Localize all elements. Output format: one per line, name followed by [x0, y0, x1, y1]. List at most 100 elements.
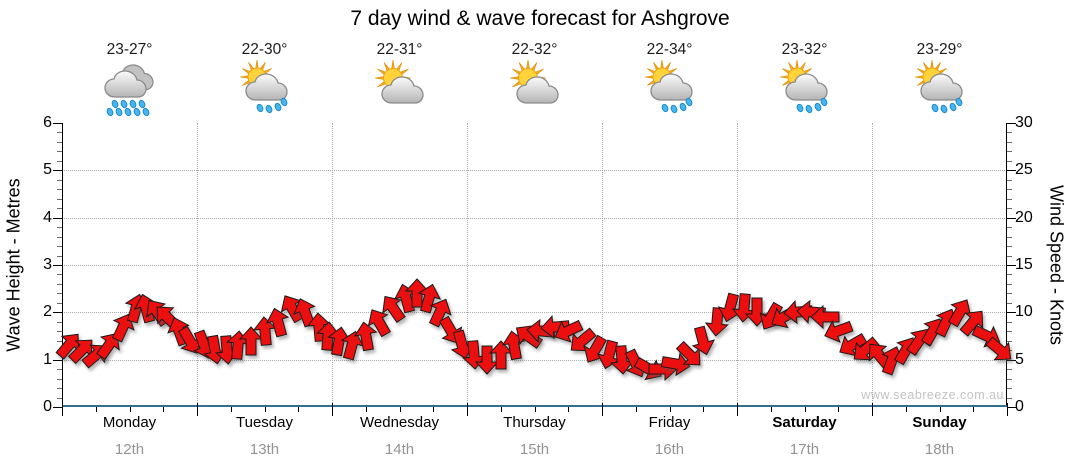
- right-axis-minor-tick: [1007, 189, 1012, 191]
- raindrop: [265, 104, 272, 114]
- right-axis-minor-tick: [1007, 255, 1012, 257]
- left-axis-tick-label: 4: [43, 208, 52, 226]
- left-axis-line: [62, 123, 63, 407]
- weather-icon-slot: [773, 59, 837, 118]
- left-axis-minor-tick: [57, 132, 62, 134]
- left-axis-minor-tick: [57, 179, 62, 181]
- date-label: 14th: [384, 441, 415, 458]
- wind-direction-arrow: [554, 320, 584, 343]
- right-axis-major-tick: [1007, 407, 1016, 408]
- left-axis-minor-tick: [57, 331, 62, 333]
- v-gridline-day-boundary: [332, 123, 333, 407]
- left-axis-minor-tick: [57, 255, 62, 257]
- v-gridline-day-boundary: [737, 123, 738, 407]
- raindrop: [138, 99, 145, 109]
- h-gridline: [62, 170, 1007, 172]
- chart-title: 7 day wind & wave forecast for Ashgrove: [350, 7, 730, 30]
- cloud: [919, 73, 963, 101]
- h-gridline: [62, 217, 1007, 219]
- x-axis-minor-tick: [669, 407, 671, 412]
- x-axis-major-tick: [332, 403, 333, 416]
- right-axis-minor-tick: [1007, 302, 1012, 304]
- date-label: 13th: [249, 441, 280, 458]
- h-gridline: [62, 265, 1007, 266]
- plot-area: www.seabreeze.com.au: [53, 123, 1016, 416]
- raindrop: [955, 97, 962, 107]
- right-axis-minor-tick: [1007, 293, 1012, 295]
- left-axis-major-tick: [53, 359, 62, 361]
- wind-direction-arrow: [381, 295, 406, 323]
- raindrop: [661, 103, 668, 113]
- x-axis-minor-tick: [635, 407, 637, 412]
- x-axis-major-tick: [197, 403, 198, 416]
- right-axis-minor-tick: [1007, 283, 1012, 285]
- x-axis-minor-tick: [433, 407, 435, 412]
- right-axis-tick-label: 10: [1015, 303, 1033, 321]
- watermark: www.seabreeze.com.au: [861, 388, 1004, 402]
- x-axis-major-tick: [737, 403, 738, 416]
- left-axis-major-tick: [53, 217, 62, 219]
- right-axis-tick-label: 15: [1015, 256, 1033, 273]
- right-axis-major-tick: [1007, 217, 1016, 219]
- x-axis-minor-tick: [804, 407, 806, 412]
- right-axis-tick-label: 20: [1015, 208, 1033, 226]
- weather-icon-slot: [233, 59, 297, 118]
- sun-cloud-icon: [509, 59, 559, 104]
- right-axis-minor-tick: [1007, 246, 1012, 248]
- right-axis-minor-tick: [1007, 321, 1012, 323]
- right-axis-tick-label: 30: [1015, 114, 1033, 131]
- right-axis-minor-tick: [1007, 132, 1012, 134]
- left-axis-minor-tick: [57, 340, 62, 342]
- cloud: [380, 76, 424, 104]
- temperature-range: 23-32°: [781, 41, 828, 58]
- day-label: Tuesday: [236, 414, 293, 431]
- x-axis-major-tick: [1007, 403, 1008, 416]
- h-gridline: [62, 359, 1007, 361]
- right-axis-minor-tick: [1007, 388, 1012, 390]
- right-axis-minor-tick: [1007, 369, 1012, 371]
- temperature-range: 22-30°: [241, 41, 288, 58]
- cloud: [244, 73, 288, 101]
- x-axis-minor-tick: [500, 407, 502, 412]
- left-axis-major-tick: [53, 170, 62, 172]
- left-axis-minor-tick: [57, 293, 62, 295]
- wind-direction-arrow: [824, 320, 854, 344]
- left-axis-minor-tick: [57, 198, 62, 200]
- temperature-range: 23-29°: [916, 41, 963, 58]
- raindrop: [805, 104, 812, 114]
- x-axis-minor-tick: [838, 407, 840, 412]
- raindrop: [106, 107, 113, 117]
- v-gridline-day-boundary: [602, 123, 603, 407]
- left-axis-tick-label: 5: [43, 161, 52, 179]
- right-axis-minor-tick: [1007, 236, 1012, 238]
- raindrop: [111, 99, 118, 109]
- left-axis-minor-tick: [57, 302, 62, 304]
- day-label: Sunday: [912, 414, 967, 431]
- x-axis-minor-tick: [770, 407, 772, 412]
- v-gridline-day-boundary: [872, 123, 873, 407]
- right-axis-minor-tick: [1007, 160, 1012, 162]
- raindrop: [670, 104, 677, 114]
- day-label: Saturday: [772, 414, 837, 431]
- x-axis-minor-tick: [399, 407, 401, 412]
- wind-direction-arrow: [417, 283, 442, 314]
- date-label: 12th: [114, 441, 145, 458]
- x-axis-minor-tick: [703, 407, 705, 412]
- x-axis-minor-tick: [905, 407, 907, 412]
- x-axis-major-tick: [872, 403, 873, 416]
- v-gridline-day-boundary: [197, 123, 198, 407]
- x-axis-minor-tick: [534, 407, 536, 412]
- wind-direction-arrow: [810, 304, 840, 330]
- left-axis-tick-label: 1: [43, 350, 52, 368]
- weather-icon-slot: [638, 59, 702, 118]
- x-axis-major-tick: [62, 403, 63, 416]
- v-gridline-day-boundary: [467, 123, 468, 407]
- raindrop: [129, 99, 136, 109]
- rain-icon: [103, 64, 154, 117]
- x-axis-minor-tick: [129, 407, 131, 412]
- x-axis-minor-tick: [568, 407, 570, 412]
- left-axis-minor-tick: [57, 274, 62, 276]
- day-label: Thursday: [503, 414, 566, 431]
- raindrop: [120, 99, 127, 109]
- day-label: Wednesday: [360, 414, 439, 431]
